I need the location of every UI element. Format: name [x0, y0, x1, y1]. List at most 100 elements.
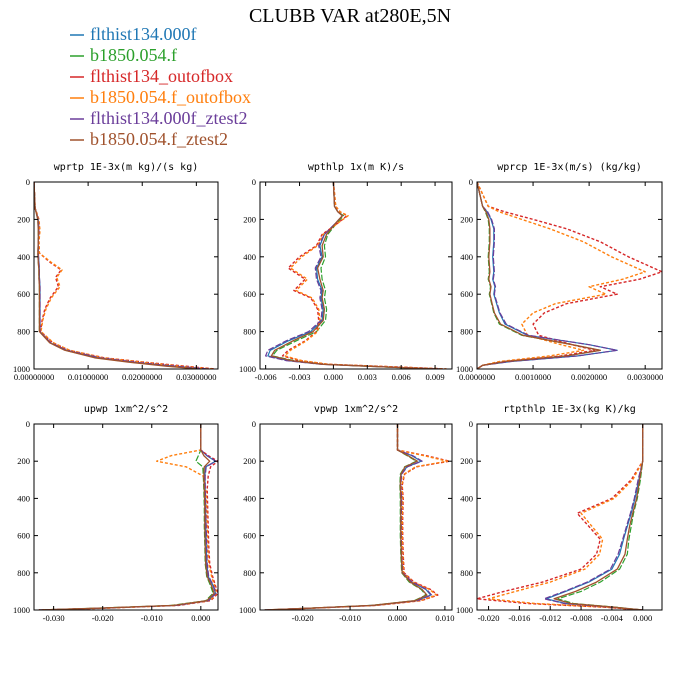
y-tick-label: 1000: [13, 605, 30, 615]
series-line-6: [477, 182, 601, 369]
x-tick-label: -0.008: [570, 613, 592, 623]
y-tick-label: 1000: [456, 364, 473, 374]
y-tick-label: 0: [469, 419, 473, 429]
y-tick-label: 600: [17, 531, 30, 541]
legend-label: flthist134.000f: [90, 24, 197, 44]
x-tick-label: 0.0020000: [571, 372, 607, 382]
series-line-2: [271, 182, 440, 369]
panel-3: wprcp 1E-3x(m/s) (kg/kg) 0 200 400 600 800 100…: [456, 162, 663, 382]
legend-label: b1850.054.f_outofbox: [90, 87, 251, 107]
x-tick-label: 0.006: [392, 372, 411, 382]
y-tick-label: 600: [460, 289, 473, 299]
y-tick-label: 200: [243, 456, 256, 466]
y-tick-label: 600: [243, 289, 256, 299]
plot-frame: [33, 181, 219, 370]
y-tick-label: 0: [252, 419, 256, 429]
x-tick-label: -0.020: [478, 613, 500, 623]
series-line-3: [477, 424, 644, 610]
series-line-5: [34, 182, 209, 369]
y-tick-label: 400: [460, 493, 473, 503]
panels: wprtp 1E-3x(m kg)/(s kg) 0 200 400 600 800 100…: [13, 162, 663, 623]
series-line-4: [34, 182, 213, 369]
series-line-4: [487, 424, 644, 610]
x-tick-label: -0.030: [43, 613, 65, 623]
y-tick-label: 1000: [13, 364, 30, 374]
plot-frame: [259, 423, 453, 611]
series-line-6: [34, 182, 200, 369]
y-tick-label: 200: [460, 214, 473, 224]
panel-title: wpthlp 1x(m K)/s: [308, 162, 404, 173]
series-line-4: [477, 182, 646, 369]
series-line-4: [264, 424, 448, 610]
series-group: [477, 424, 644, 610]
x-tick-label: 0.0010000: [515, 372, 551, 382]
y-tick-label: 800: [243, 568, 256, 578]
x-tick-label: -0.004: [601, 613, 624, 623]
y-tick-label: 600: [460, 531, 473, 541]
series-line-2: [477, 182, 601, 369]
y-tick-label: 1000: [239, 605, 256, 615]
y-tick-label: 400: [17, 493, 30, 503]
y-tick-label: 400: [460, 252, 473, 262]
y-tick-label: 1000: [456, 605, 473, 615]
y-tick-label: 800: [243, 327, 256, 337]
x-tick-label: 0.000: [324, 372, 343, 382]
x-tick-label: 0.0000000: [459, 372, 495, 382]
series-line-6: [264, 424, 428, 610]
panel-title: upwp 1xm^2/s^2: [84, 404, 168, 415]
legend-label: b1850.054.f: [90, 45, 177, 65]
y-tick-label: 600: [17, 289, 30, 299]
y-tick-label: 200: [243, 214, 256, 224]
y-tick-label: 0: [469, 177, 473, 187]
series-group: [34, 182, 216, 369]
panel-title: wprcp 1E-3x(m/s) (kg/kg): [497, 162, 642, 173]
plot-frame: [476, 181, 663, 370]
panel-title: vpwp 1xm^2/s^2: [314, 404, 398, 415]
x-tick-label: 0.03000000: [176, 372, 216, 382]
panel-1: wprtp 1E-3x(m kg)/(s kg) 0 200 400 600 800 100…: [13, 162, 219, 382]
panel-title: rtpthlp 1E-3x(kg K)/kg: [503, 404, 635, 415]
series-group: [264, 424, 451, 610]
plot-frame: [259, 181, 453, 370]
x-tick-label: -0.010: [339, 613, 361, 623]
figure-title: CLUBB VAR at280E,5N: [249, 5, 451, 27]
y-tick-label: 400: [243, 493, 256, 503]
y-tick-label: 800: [17, 568, 30, 578]
x-tick-label: -0.020: [92, 613, 114, 623]
series-line-6: [38, 424, 215, 610]
series-line-5: [477, 182, 618, 369]
y-tick-label: 1000: [239, 364, 256, 374]
series-line-2: [38, 424, 214, 610]
x-tick-label: -0.012: [539, 613, 561, 623]
panel-5: vpwp 1xm^2/s^2 0 200 400 600 800 1000 -0.020 -0.…: [239, 404, 454, 623]
series-group: [38, 424, 218, 610]
x-tick-label: 0.010: [435, 613, 454, 623]
y-tick-label: 800: [460, 568, 473, 578]
x-tick-label: 0.02000000: [122, 372, 162, 382]
series-line-3: [477, 182, 662, 369]
series-line-2: [34, 182, 202, 369]
y-tick-label: 800: [460, 327, 473, 337]
x-tick-label: -0.020: [292, 613, 314, 623]
x-tick-label: 0.000: [191, 613, 210, 623]
series-line-1: [34, 182, 208, 369]
y-tick-label: 0: [26, 419, 30, 429]
panel-2: wpthlp 1x(m K)/s 0 200 400 600 800 1000-0.006 -…: [239, 162, 453, 382]
y-tick-label: 400: [243, 252, 256, 262]
y-tick-label: 200: [460, 456, 473, 466]
series-line-3: [38, 424, 218, 610]
series-line-3: [34, 182, 216, 369]
series-line-3: [264, 424, 451, 610]
panel-title: wprtp 1E-3x(m kg)/(s kg): [54, 162, 199, 173]
legend-label: b1850.054.f_ztest2: [90, 129, 228, 149]
x-tick-label: 0.01000000: [68, 372, 108, 382]
x-tick-label: -0.006: [255, 372, 277, 382]
series-line-6: [270, 182, 440, 369]
series-line-2: [557, 424, 644, 610]
series-line-4: [284, 182, 447, 369]
plot-frame: [476, 423, 663, 611]
series-group: [477, 182, 662, 369]
x-tick-label: 0.009: [425, 372, 444, 382]
series-line-1: [545, 424, 644, 610]
